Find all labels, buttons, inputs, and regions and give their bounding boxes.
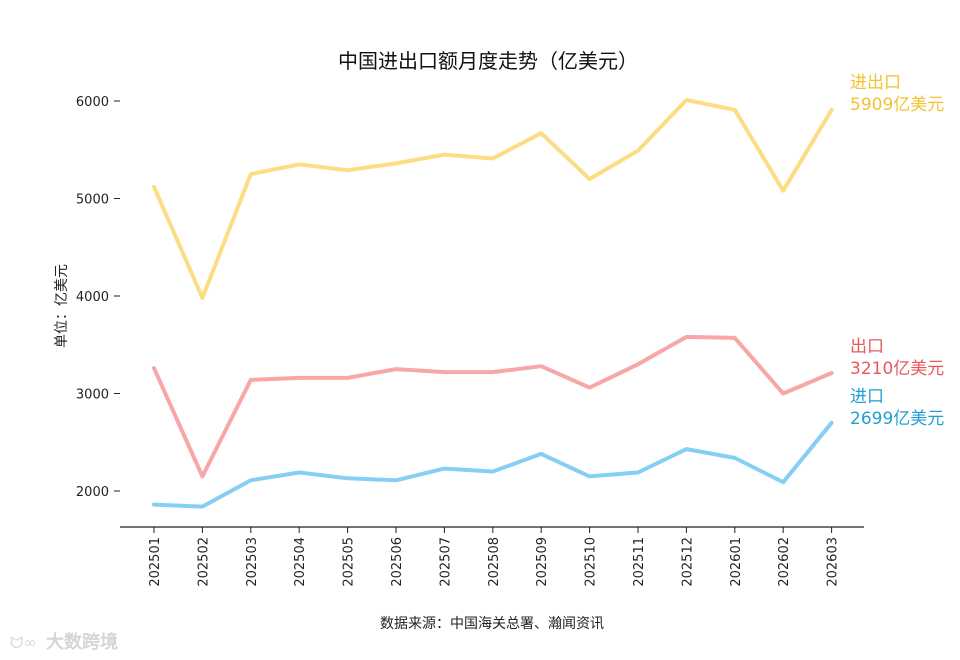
series-lines [152, 98, 834, 509]
series-value-label: 2699亿美元 [850, 409, 944, 429]
y-tick-label: 4000 [76, 290, 109, 305]
watermark-icon: ᗢ∞ [10, 633, 37, 652]
series-name-label: 进口 [850, 387, 884, 407]
y-tick-label: 3000 [76, 388, 109, 403]
y-axis-label: 单位：亿美元 [54, 264, 70, 348]
series-value-label: 3210亿美元 [850, 359, 944, 379]
series-name-label: 出口 [850, 337, 884, 357]
source-note: 数据来源：中国海关总署、瀚闻资讯 [380, 616, 604, 632]
x-tick-label: 202603 [826, 537, 841, 587]
series-line-0 [152, 98, 834, 300]
y-tick-label: 2000 [76, 485, 109, 500]
x-tick-label: 202503 [245, 537, 260, 587]
series-value-label: 5909亿美元 [850, 95, 944, 115]
x-tick-label: 202501 [148, 537, 163, 587]
x-tick-label: 202601 [729, 537, 744, 587]
x-tick-label: 202510 [584, 537, 599, 587]
x-tick-label: 202512 [680, 537, 695, 587]
x-tick-label: 202505 [342, 537, 357, 587]
series-name-label: 进出口 [850, 73, 901, 93]
watermark-logo: ᗢ∞ 大数跨境 [10, 631, 118, 653]
y-tick-label: 6000 [76, 95, 109, 110]
x-tick-label: 202509 [535, 537, 550, 587]
x-tick-label: 202507 [438, 537, 453, 587]
x-tick-label: 202602 [777, 537, 792, 587]
x-tick-label: 202511 [632, 537, 647, 587]
y-tick-label: 5000 [76, 193, 109, 208]
chart-title: 中国进出口额月度走势（亿美元） [338, 49, 638, 73]
x-tick-label: 202504 [293, 537, 308, 587]
x-axis: 202501 202502 202503 202504 202505 202506 2025… [120, 526, 864, 587]
series-line-1 [152, 334, 834, 479]
series-line-2 [152, 420, 834, 509]
y-axis: 2000 3000 4000 5000 6000 [76, 95, 120, 500]
x-tick-label: 202508 [487, 537, 502, 587]
watermark-text: 大数跨境 [46, 631, 118, 653]
x-tick-label: 202502 [196, 537, 211, 587]
x-tick-label: 202506 [390, 537, 405, 587]
